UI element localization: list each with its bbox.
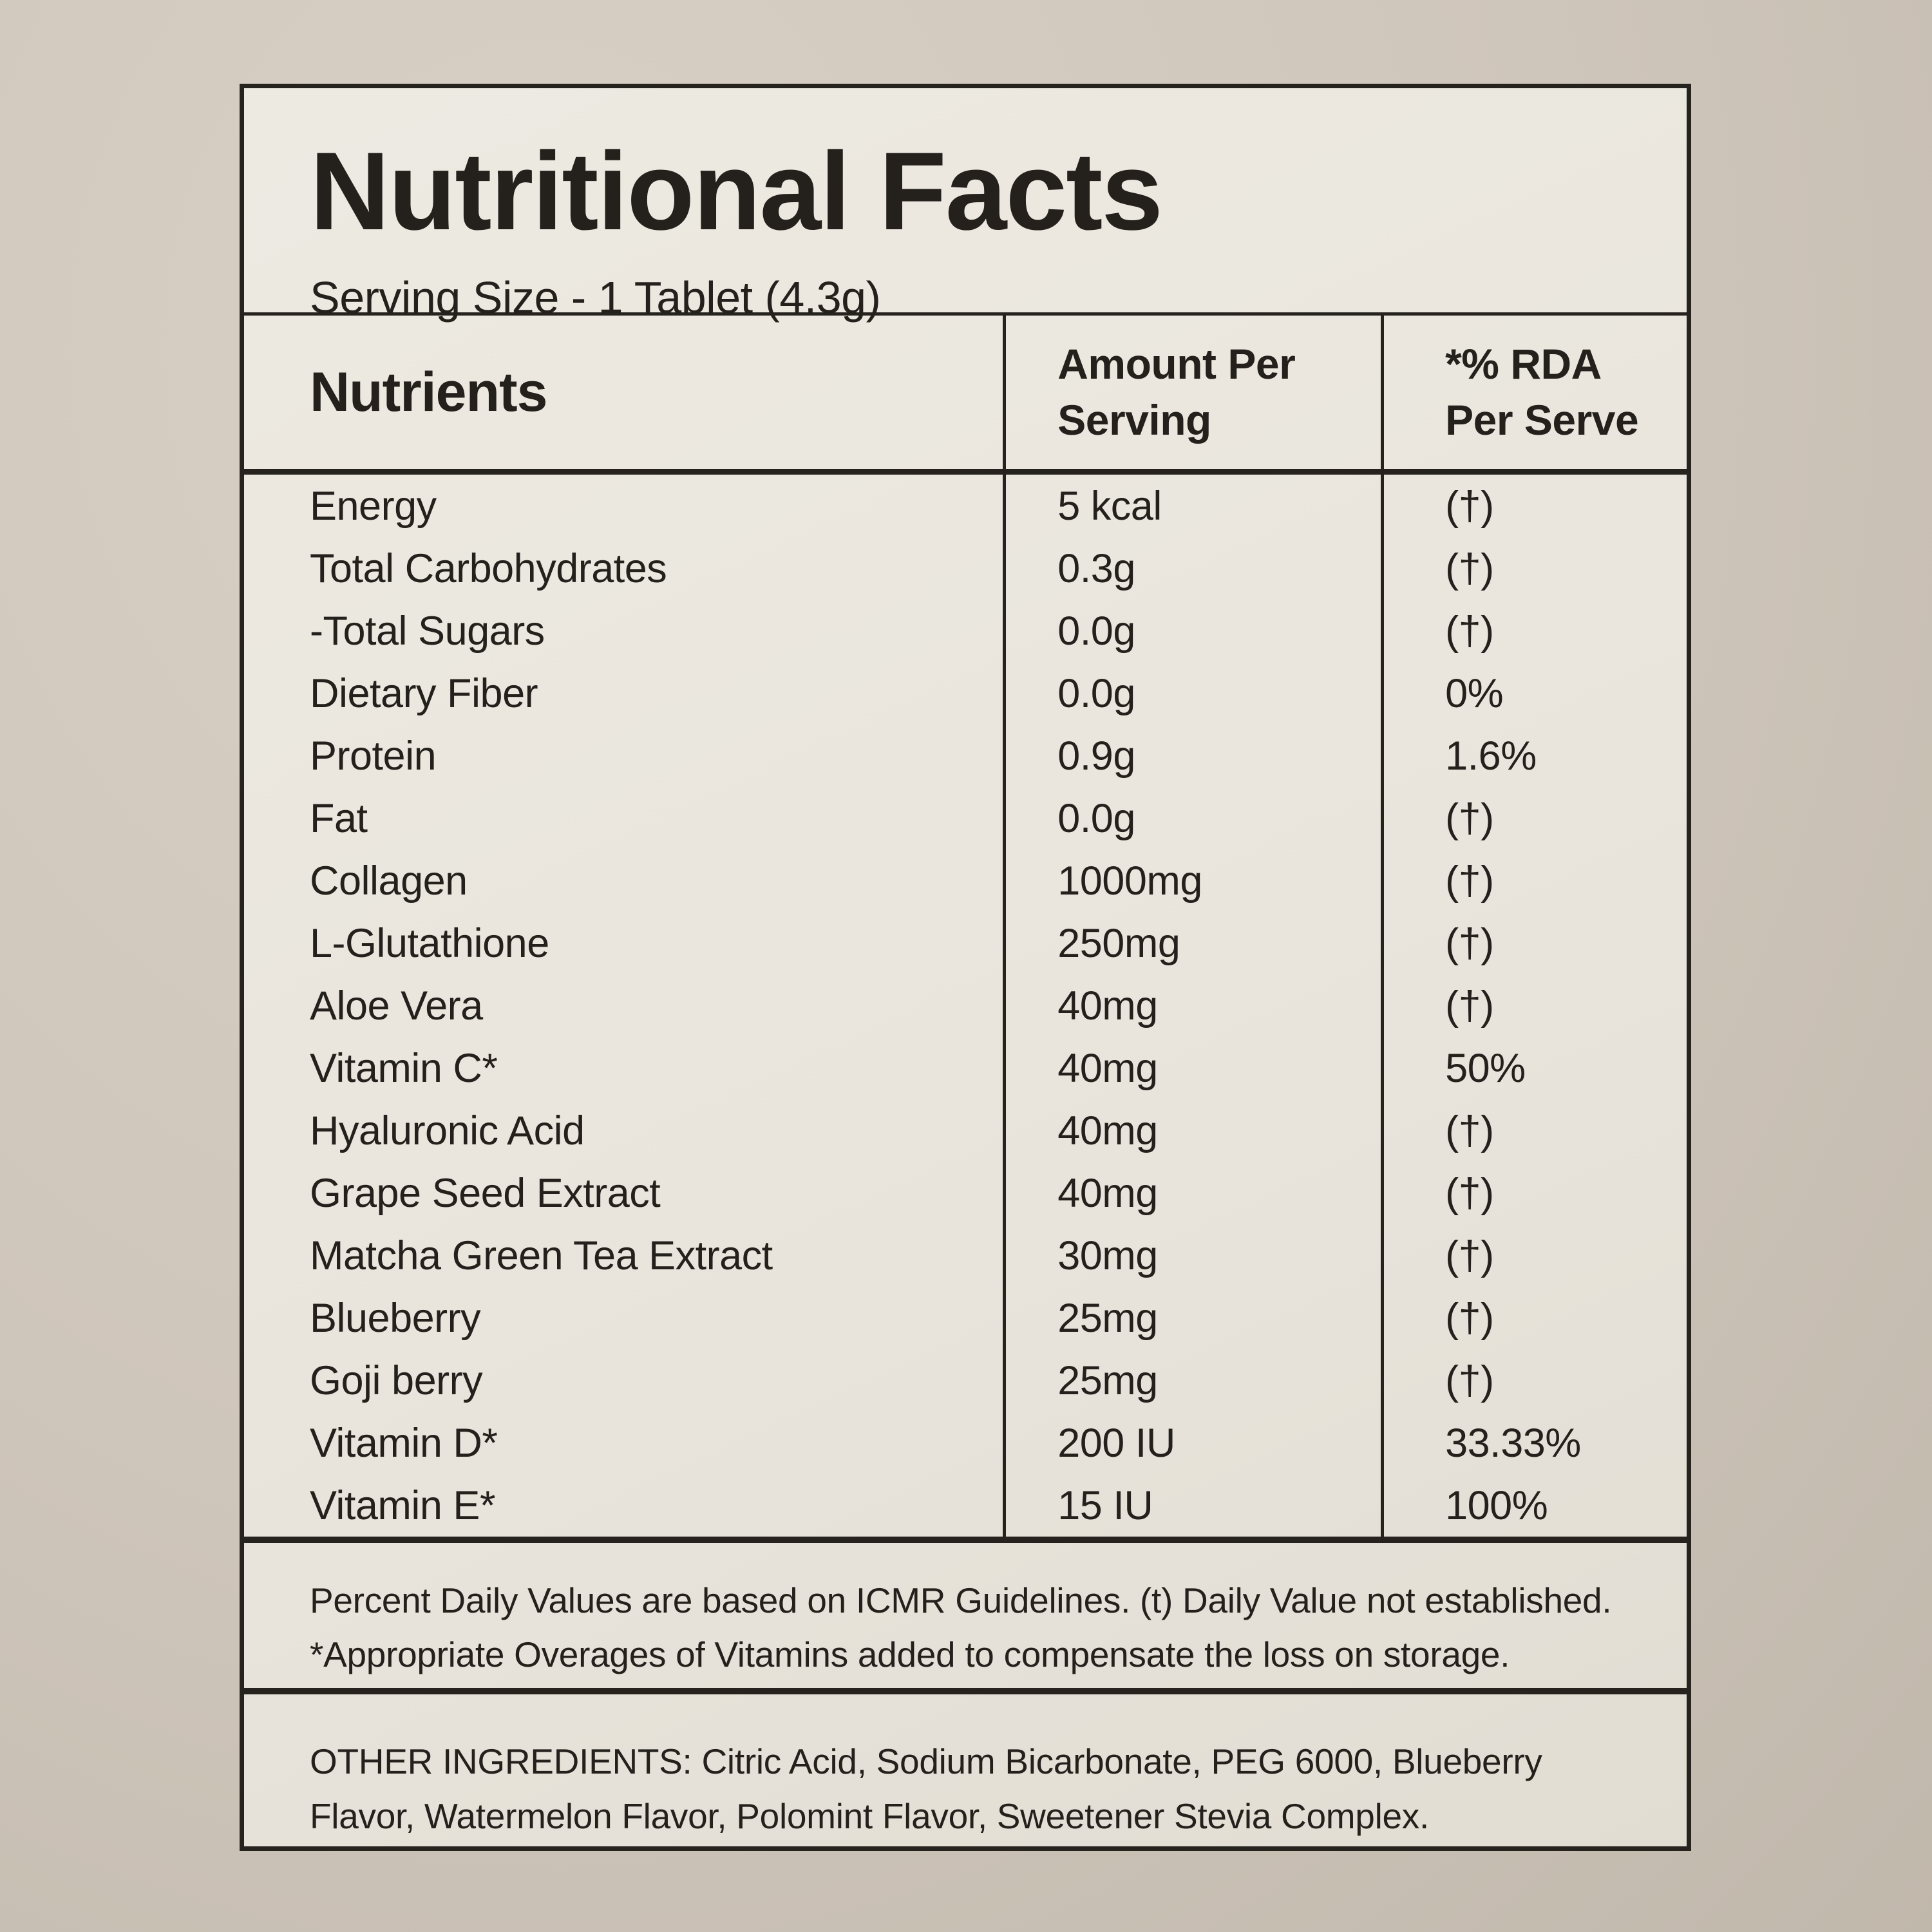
- other-ingredients-line-2: Flavor, Watermelon Flavor, Polomint Flav…: [310, 1796, 1429, 1837]
- amount-value: 15 IU: [1003, 1474, 1381, 1537]
- nutrient-name: Collagen: [310, 858, 468, 904]
- nutrient-name: Matcha Green Tea Extract: [310, 1233, 773, 1278]
- footnote-line-2: *Appropriate Overages of Vitamins added …: [310, 1634, 1510, 1674]
- nutrient-name: Aloe Vera: [310, 983, 483, 1028]
- nutrient-name: Fat: [310, 795, 368, 841]
- table-row: Vitamin C* 40mg 50%: [244, 1037, 1687, 1099]
- table-row: Dietary Fiber 0.0g 0%: [244, 662, 1687, 724]
- table-row: Grape Seed Extract 40mg (†): [244, 1162, 1687, 1224]
- rda-value: (†): [1381, 1287, 1687, 1349]
- table-row: Total Carbohydrates 0.3g (†): [244, 537, 1687, 600]
- amount-value: 40mg: [1003, 1162, 1381, 1224]
- table-row: L-Glutathione 250mg (†): [244, 912, 1687, 974]
- rda-value: (†): [1381, 1099, 1687, 1162]
- rda-value: 33.33%: [1381, 1412, 1687, 1474]
- other-ingredients-line-1: OTHER INGREDIENTS: Citric Acid, Sodium B…: [310, 1741, 1542, 1781]
- amount-value: 40mg: [1003, 1099, 1381, 1162]
- nutrient-name: Goji berry: [310, 1358, 483, 1403]
- nutrient-name: Energy: [310, 483, 437, 529]
- amount-value: 40mg: [1003, 974, 1381, 1037]
- rda-value: (†): [1381, 600, 1687, 662]
- nutrition-facts-label: Nutritional Facts Serving Size - 1 Table…: [240, 84, 1691, 1851]
- table-row: Hyaluronic Acid 40mg (†): [244, 1099, 1687, 1162]
- table-row: -Total Sugars 0.0g (†): [244, 600, 1687, 662]
- table-row: Vitamin D* 200 IU 33.33%: [244, 1412, 1687, 1474]
- rda-value: 0%: [1381, 662, 1687, 724]
- table-row: Protein 0.9g 1.6%: [244, 724, 1687, 787]
- footnote-line-1: Percent Daily Values are based on ICMR G…: [310, 1580, 1612, 1620]
- amount-value: 250mg: [1003, 912, 1381, 974]
- daily-value-footnote: Percent Daily Values are based on ICMR G…: [244, 1543, 1687, 1694]
- amount-value: 0.3g: [1003, 537, 1381, 600]
- amount-value: 0.0g: [1003, 662, 1381, 724]
- nutrient-name: Total Carbohydrates: [310, 545, 667, 591]
- rda-value: 50%: [1381, 1037, 1687, 1099]
- amount-value: 0.9g: [1003, 724, 1381, 787]
- rda-value: (†): [1381, 912, 1687, 974]
- table-row: Collagen 1000mg (†): [244, 849, 1687, 912]
- page-title: Nutritional Facts: [310, 129, 1163, 253]
- table-row: Matcha Green Tea Extract 30mg (†): [244, 1224, 1687, 1287]
- nutrient-name: Protein: [310, 733, 437, 779]
- rda-value: (†): [1381, 537, 1687, 600]
- amount-value: 5 kcal: [1003, 475, 1381, 537]
- table-row: Energy 5 kcal (†): [244, 475, 1687, 537]
- nutrient-name: Vitamin E*: [310, 1482, 495, 1528]
- rda-value: (†): [1381, 787, 1687, 849]
- rda-value: 1.6%: [1381, 724, 1687, 787]
- nutrient-name: Blueberry: [310, 1295, 481, 1341]
- nutrient-name: -Total Sugars: [310, 608, 545, 654]
- serving-size-text: Serving Size - 1 Tablet (4.3g): [310, 272, 881, 323]
- table-row: Aloe Vera 40mg (†): [244, 974, 1687, 1037]
- table-row: Goji berry 25mg (†): [244, 1349, 1687, 1412]
- table-row: Vitamin E* 15 IU 100%: [244, 1474, 1687, 1537]
- column-header-amount-per-serving: Amount Per Serving: [1003, 316, 1381, 469]
- table-row: Blueberry 25mg (†): [244, 1287, 1687, 1349]
- rda-value: (†): [1381, 1224, 1687, 1287]
- column-header-rda-per-serve: *% RDA Per Serve: [1381, 316, 1687, 469]
- column-header-nutrients: Nutrients: [310, 361, 547, 423]
- nutrient-name: Hyaluronic Acid: [310, 1108, 585, 1153]
- amount-value: 0.0g: [1003, 600, 1381, 662]
- amount-value: 25mg: [1003, 1287, 1381, 1349]
- nutrient-name: Dietary Fiber: [310, 670, 538, 716]
- rda-value: (†): [1381, 849, 1687, 912]
- rda-value: (†): [1381, 1162, 1687, 1224]
- other-ingredients-section: OTHER INGREDIENTS: Citric Acid, Sodium B…: [244, 1694, 1687, 1844]
- amount-value: 1000mg: [1003, 849, 1381, 912]
- rda-value: (†): [1381, 974, 1687, 1037]
- amount-value: 25mg: [1003, 1349, 1381, 1412]
- table-row: Fat 0.0g (†): [244, 787, 1687, 849]
- nutrients-table-body: Energy 5 kcal (†) Total Carbohydrates 0.3g (†…: [244, 475, 1687, 1543]
- amount-value: 40mg: [1003, 1037, 1381, 1099]
- rda-value: (†): [1381, 1349, 1687, 1412]
- amount-value: 0.0g: [1003, 787, 1381, 849]
- label-header-section: Nutritional Facts Serving Size - 1 Table…: [244, 88, 1687, 323]
- nutrient-name: L-Glutathione: [310, 920, 549, 966]
- nutrient-name: Vitamin D*: [310, 1420, 498, 1466]
- nutrient-name: Grape Seed Extract: [310, 1170, 661, 1216]
- rda-value: (†): [1381, 475, 1687, 537]
- rda-value: 100%: [1381, 1474, 1687, 1537]
- table-header-row: Nutrients Amount Per Serving *% RDA Per …: [244, 316, 1687, 475]
- amount-value: 30mg: [1003, 1224, 1381, 1287]
- nutrient-name: Vitamin C*: [310, 1045, 498, 1091]
- amount-value: 200 IU: [1003, 1412, 1381, 1474]
